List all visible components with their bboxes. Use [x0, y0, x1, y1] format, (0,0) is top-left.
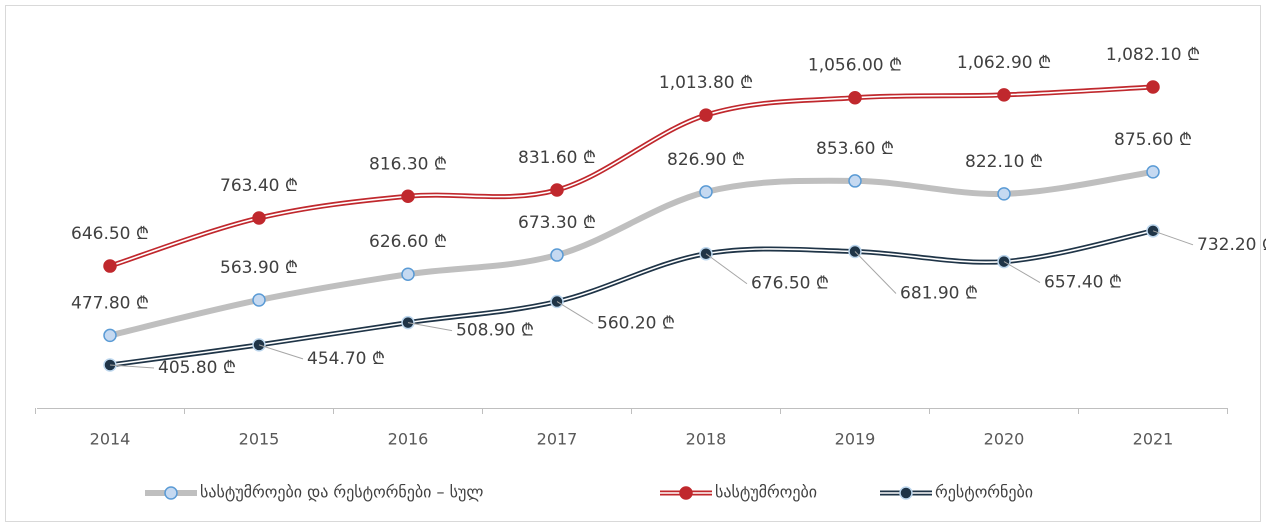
- data-label: 626.60 ₾: [369, 232, 447, 252]
- point-marker: [401, 267, 415, 281]
- point-marker: [997, 88, 1011, 102]
- leader-line: [854, 251, 897, 294]
- point-marker: [699, 108, 713, 122]
- data-label: 1,056.00 ₾: [808, 56, 902, 76]
- leader-line: [407, 322, 453, 332]
- x-tick-label: 2021: [1133, 430, 1174, 449]
- point-marker: [550, 183, 564, 197]
- x-tick-label: 2017: [537, 430, 578, 449]
- leader-line: [705, 253, 748, 285]
- point-marker: [252, 293, 266, 307]
- data-label: 763.40 ₾: [220, 176, 298, 196]
- data-label: 1,013.80 ₾: [659, 73, 753, 93]
- legend-label: სასტუმროები და რესტორნები – სულ: [200, 483, 483, 502]
- leader-line: [258, 344, 304, 360]
- chart-frame: [5, 5, 1261, 522]
- data-label: 831.60 ₾: [518, 148, 596, 168]
- point-marker: [1146, 165, 1160, 179]
- leader-line: [1003, 261, 1041, 284]
- data-label: 853.60 ₾: [816, 139, 894, 159]
- series-line-inner: [109, 86, 1154, 267]
- data-label: 646.50 ₾: [71, 224, 149, 244]
- data-label: 1,082.10 ₾: [1106, 45, 1200, 65]
- point-marker: [550, 248, 564, 262]
- point-marker: [699, 185, 713, 199]
- data-label: 676.50 ₾: [751, 274, 829, 294]
- x-tick-label: 2018: [686, 430, 727, 449]
- point-marker: [103, 328, 117, 343]
- leader-line: [109, 364, 155, 369]
- point-marker: [1146, 80, 1160, 94]
- x-tick-label: 2020: [984, 430, 1025, 449]
- data-label: 1,062.90 ₾: [957, 53, 1051, 73]
- point-marker: [848, 90, 862, 105]
- legend-marker: [164, 486, 178, 500]
- legend-marker: [679, 486, 693, 500]
- data-label: 673.30 ₾: [518, 213, 596, 233]
- data-label: 563.90 ₾: [220, 258, 298, 278]
- data-label: 816.30 ₾: [369, 154, 447, 174]
- point-marker: [252, 211, 266, 225]
- x-tick-label: 2015: [239, 430, 280, 449]
- point-marker: [103, 259, 117, 273]
- point-marker: [848, 174, 862, 188]
- data-label: 826.90 ₾: [667, 150, 745, 170]
- data-label: 454.70 ₾: [307, 349, 385, 369]
- x-tick-label: 2019: [835, 430, 876, 449]
- data-label: 477.80 ₾: [71, 293, 149, 313]
- x-tick-label: 2016: [388, 430, 429, 449]
- point-marker: [401, 189, 415, 204]
- series-line: [107, 168, 1156, 339]
- series-line-inner: [109, 230, 1154, 366]
- leader-line: [556, 301, 594, 324]
- legend-marker: [899, 486, 913, 500]
- data-label: 681.90 ₾: [900, 284, 978, 304]
- data-label: 657.40 ₾: [1044, 273, 1122, 293]
- data-label: 560.20 ₾: [597, 314, 675, 334]
- data-label: 875.60 ₾: [1114, 130, 1192, 150]
- data-label: 732.20 ₾: [1197, 235, 1266, 255]
- leader-line: [1152, 230, 1194, 246]
- data-label: 508.90 ₾: [456, 321, 534, 341]
- data-label: 405.80 ₾: [158, 358, 236, 378]
- legend-label: სასტუმროები: [715, 483, 817, 502]
- data-label: 822.10 ₾: [965, 152, 1043, 172]
- x-tick-label: 2014: [90, 430, 131, 449]
- point-marker: [997, 187, 1011, 201]
- legend-label: რესტორნები: [935, 483, 1033, 502]
